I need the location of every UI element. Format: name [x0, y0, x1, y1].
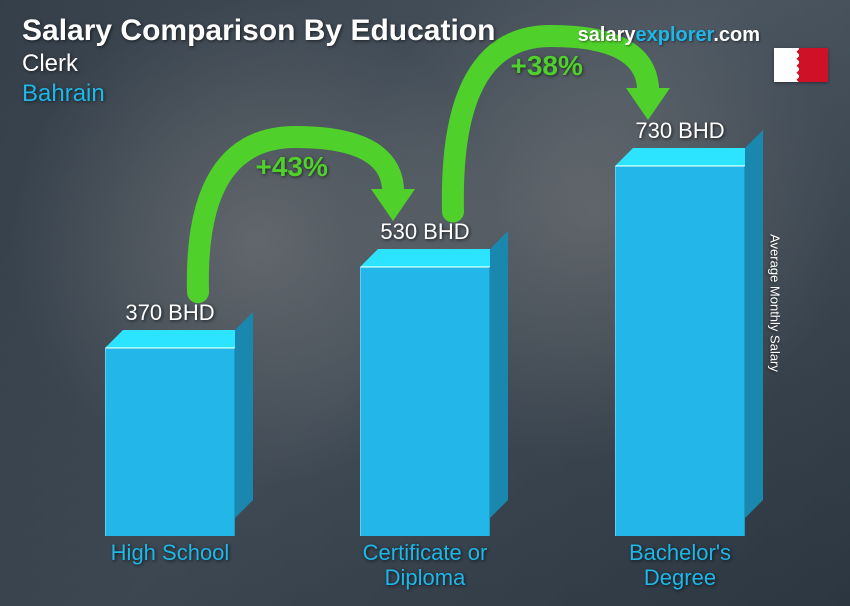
- chart-subtitle-job: Clerk: [22, 50, 495, 78]
- category-label: Certificate or Diploma: [325, 540, 525, 591]
- brand-logo: salaryexplorer.com: [578, 24, 760, 47]
- brand-seg2: explorer: [635, 24, 713, 46]
- bar-0: 370 BHD: [95, 348, 245, 536]
- chart-subtitle-country: Bahrain: [22, 80, 495, 108]
- header: Salary Comparison By Education Clerk Bah…: [22, 14, 495, 108]
- increase-pct-label: +43%: [256, 151, 328, 183]
- category-label: High School: [70, 540, 270, 565]
- country-flag-icon: [774, 48, 828, 82]
- brand-seg1: salary: [578, 24, 636, 46]
- category-labels: High School Certificate or Diploma Bachelo…: [40, 540, 790, 596]
- chart-title: Salary Comparison By Education: [22, 14, 495, 48]
- increase-arrow-0: +43%: [148, 107, 443, 342]
- y-axis-label: Average Monthly Salary: [768, 234, 783, 372]
- brand-seg3: .com: [713, 24, 760, 46]
- category-label: Bachelor's Degree: [580, 540, 780, 591]
- increase-pct-label: +38%: [511, 50, 583, 82]
